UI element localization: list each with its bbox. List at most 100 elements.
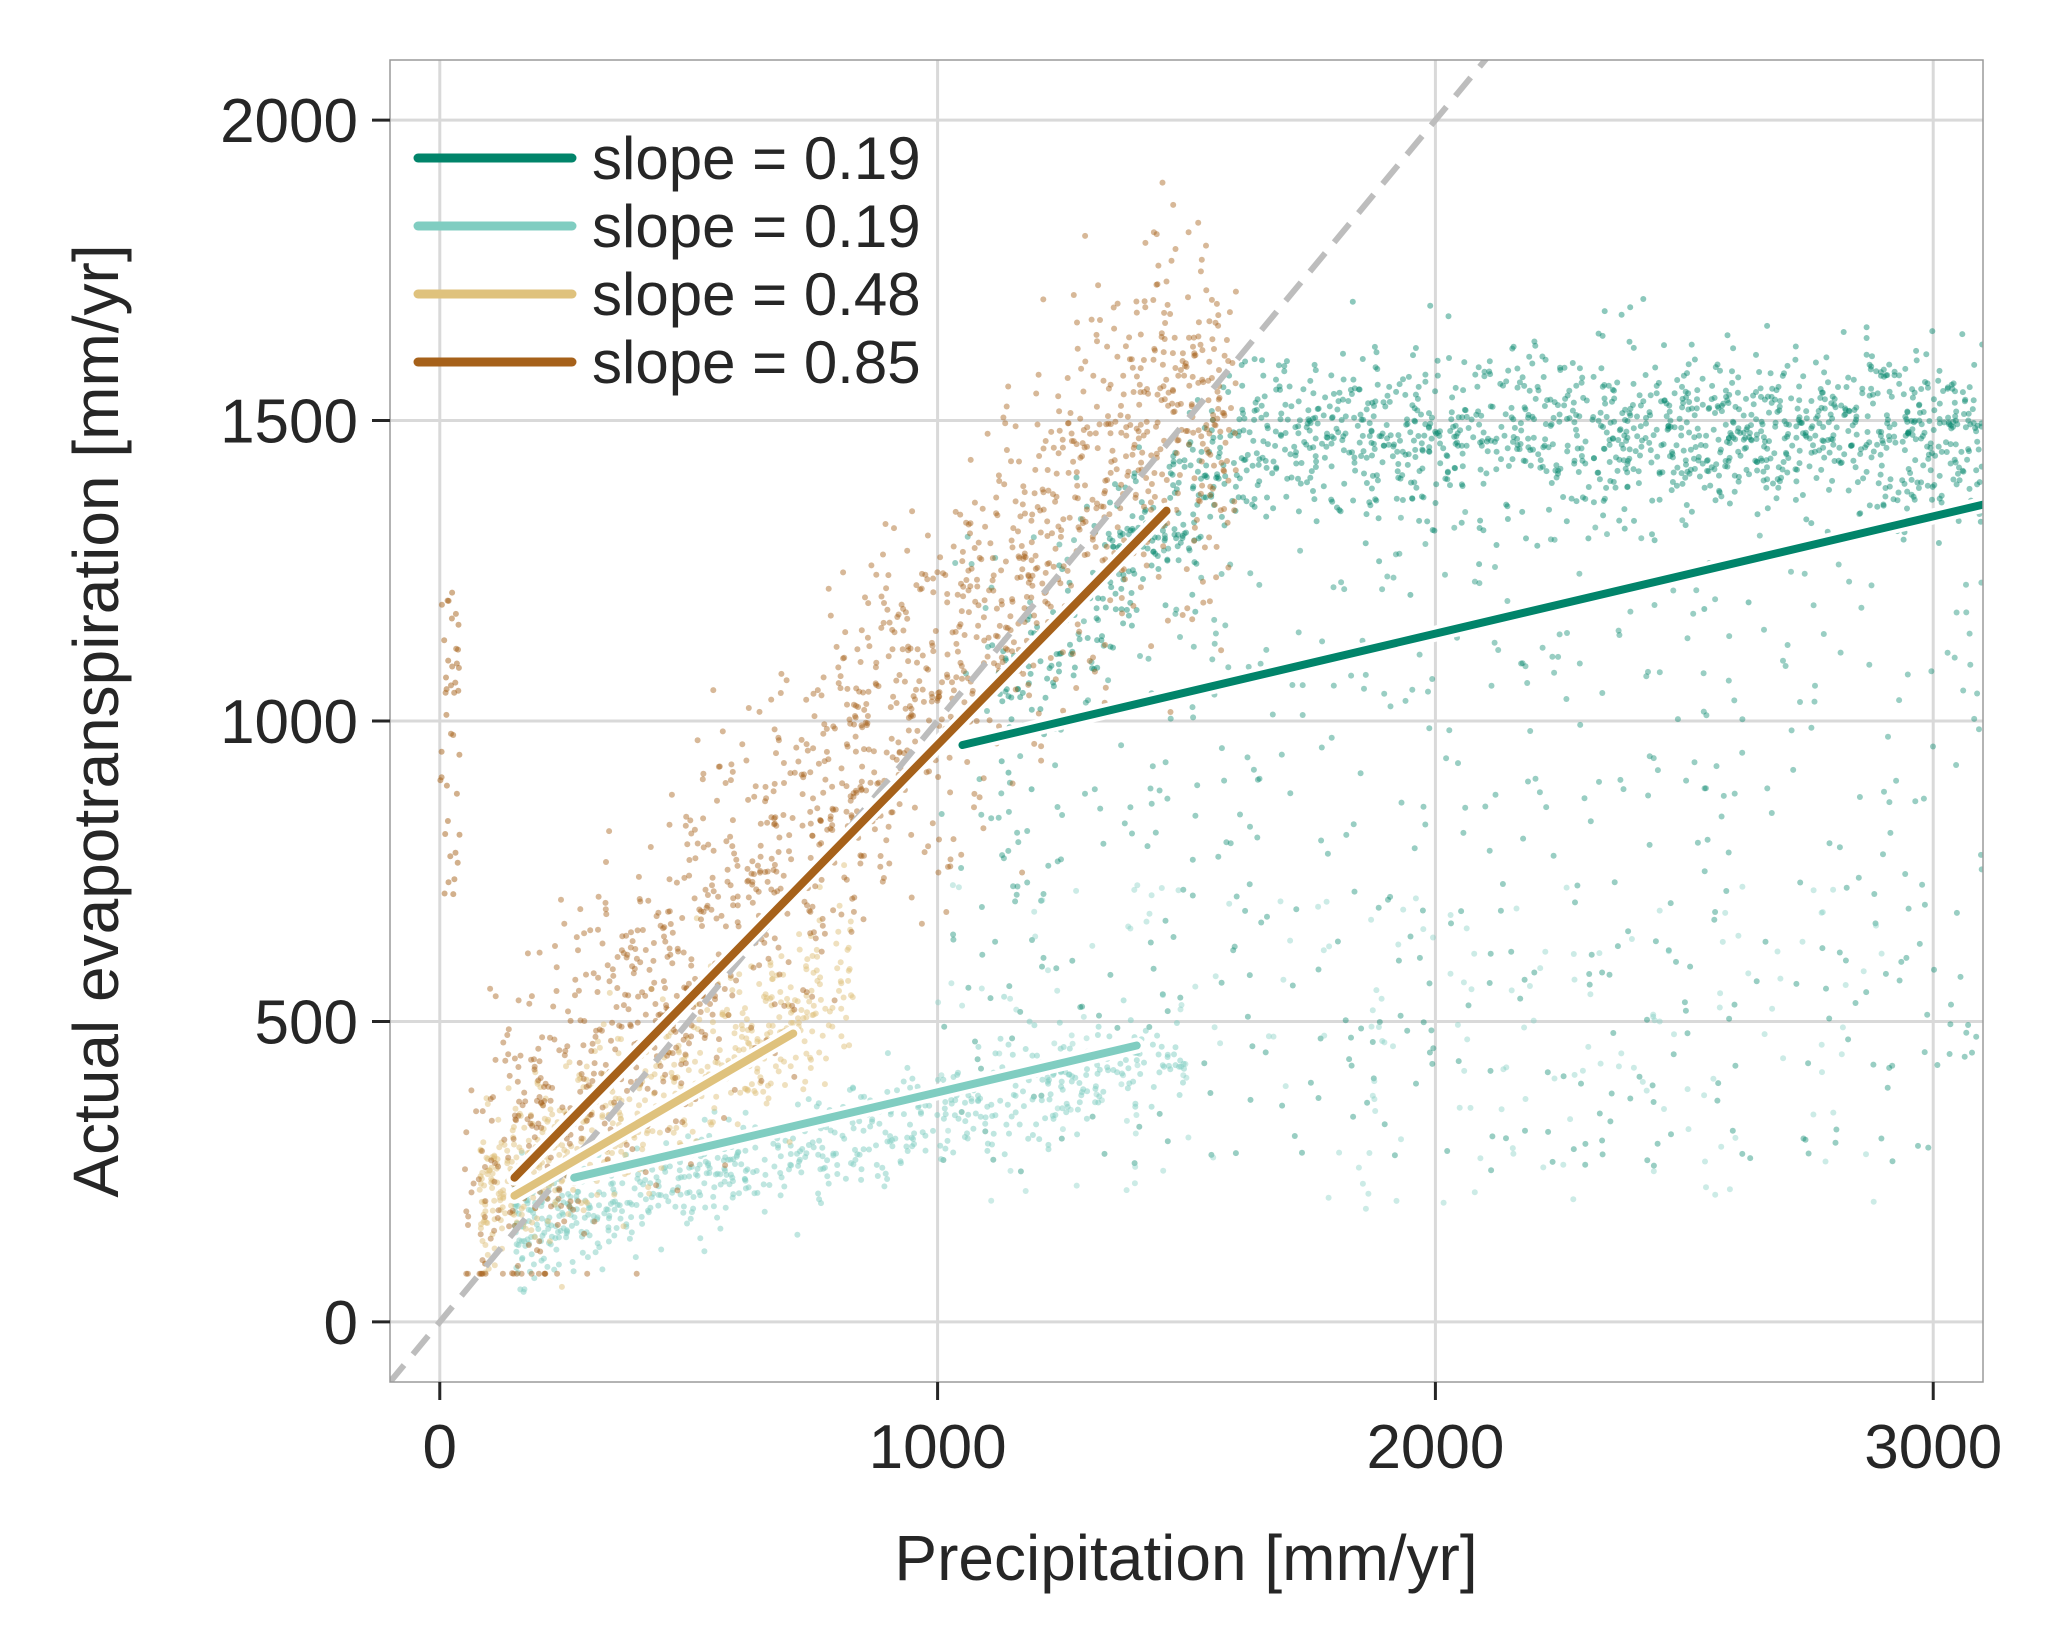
scatter-point bbox=[950, 543, 957, 550]
scatter-point bbox=[1134, 1062, 1141, 1069]
scatter-point bbox=[822, 776, 829, 783]
scatter-point bbox=[1801, 570, 1808, 577]
scatter-point bbox=[578, 1135, 585, 1142]
scatter-point bbox=[1172, 365, 1179, 371]
scatter-point bbox=[1776, 403, 1783, 410]
scatter-point bbox=[710, 888, 717, 895]
scatter-point bbox=[1452, 440, 1459, 447]
scatter-point bbox=[1716, 487, 1723, 494]
scatter-point bbox=[1118, 595, 1125, 601]
scatter-point bbox=[1583, 397, 1590, 404]
scatter-point bbox=[672, 1203, 679, 1210]
scatter-point bbox=[1679, 383, 1685, 390]
scatter-point bbox=[1571, 976, 1578, 983]
scatter-point bbox=[1007, 613, 1014, 620]
scatter-point bbox=[1300, 386, 1307, 393]
scatter-point bbox=[1429, 527, 1436, 533]
scatter-point bbox=[1785, 431, 1792, 437]
scatter-point bbox=[1914, 479, 1921, 486]
scatter-point bbox=[1683, 502, 1690, 508]
scatter-point bbox=[592, 1249, 599, 1256]
scatter-point bbox=[1225, 389, 1232, 395]
scatter-point bbox=[1904, 409, 1911, 416]
scatter-point bbox=[756, 962, 763, 969]
scatter-point bbox=[1905, 905, 1912, 912]
scatter-point bbox=[555, 1195, 562, 1202]
scatter-point bbox=[1349, 449, 1355, 456]
scatter-point bbox=[1054, 987, 1061, 994]
scatter-point bbox=[1019, 689, 1026, 696]
scatter-point bbox=[1931, 966, 1937, 973]
scatter-point bbox=[934, 569, 941, 576]
scatter-point bbox=[1147, 499, 1154, 506]
scatter-point bbox=[1323, 434, 1330, 441]
scatter-point bbox=[1035, 371, 1042, 378]
scatter-point bbox=[1772, 423, 1779, 430]
scatter-point bbox=[1941, 419, 1948, 426]
scatter-point bbox=[1060, 516, 1067, 523]
scatter-point bbox=[1978, 463, 1983, 470]
scatter-point bbox=[1622, 406, 1629, 413]
scatter-point bbox=[1031, 908, 1038, 915]
scatter-point bbox=[1590, 373, 1597, 380]
scatter-point bbox=[1532, 395, 1539, 402]
scatter-point bbox=[1209, 336, 1216, 343]
scatter-point bbox=[689, 1128, 696, 1135]
scatter-point bbox=[1447, 482, 1453, 489]
scatter-point bbox=[820, 730, 827, 737]
scatter-point bbox=[1029, 1052, 1036, 1059]
scatter-point bbox=[984, 1147, 991, 1154]
scatter-point bbox=[887, 704, 894, 711]
scatter-point bbox=[1818, 1041, 1825, 1048]
scatter-point bbox=[1040, 954, 1047, 961]
scatter-point bbox=[1883, 412, 1890, 419]
scatter-point bbox=[1509, 1145, 1516, 1152]
scatter-point bbox=[1211, 616, 1218, 623]
scatter-point bbox=[633, 1270, 640, 1277]
scatter-point bbox=[688, 956, 695, 963]
scatter-point bbox=[1291, 443, 1298, 450]
scatter-point bbox=[1079, 1089, 1085, 1096]
scatter-point bbox=[1434, 430, 1441, 436]
scatter-point bbox=[1416, 954, 1423, 961]
scatter-point bbox=[1326, 403, 1333, 410]
scatter-point bbox=[468, 1087, 475, 1094]
scatter-point bbox=[1118, 585, 1125, 592]
scatter-point bbox=[494, 1215, 501, 1221]
scatter-point bbox=[1756, 532, 1763, 539]
scatter-point bbox=[766, 1182, 773, 1188]
scatter-point bbox=[696, 906, 703, 913]
scatter-point bbox=[1839, 1024, 1846, 1031]
scatter-point bbox=[1586, 971, 1593, 977]
scatter-point bbox=[1894, 497, 1901, 504]
scatter-point bbox=[1089, 665, 1096, 672]
scatter-point bbox=[1283, 358, 1290, 365]
scatter-point bbox=[1892, 439, 1899, 446]
scatter-point bbox=[1464, 1036, 1471, 1043]
scatter-point bbox=[1181, 457, 1188, 464]
scatter-point bbox=[1757, 385, 1764, 392]
scatter-point bbox=[795, 1162, 802, 1169]
scatter-point bbox=[1756, 369, 1763, 375]
scatter-point bbox=[775, 1142, 782, 1149]
scatter-point bbox=[1891, 368, 1898, 375]
scatter-point bbox=[1384, 392, 1391, 399]
scatter-point bbox=[1003, 403, 1010, 410]
scatter-point bbox=[519, 1256, 525, 1263]
scatter-point bbox=[1781, 418, 1788, 425]
scatter-point bbox=[1671, 424, 1678, 431]
scatter-point bbox=[1976, 479, 1983, 486]
scatter-point bbox=[952, 560, 959, 566]
scatter-point bbox=[1143, 418, 1150, 425]
scatter-point bbox=[710, 1028, 717, 1035]
scatter-point bbox=[1517, 441, 1524, 447]
scatter-point bbox=[1886, 433, 1892, 440]
scatter-point bbox=[1870, 400, 1876, 407]
scatter-point bbox=[1386, 383, 1393, 390]
scatter-point bbox=[860, 1146, 867, 1153]
scatter-point bbox=[561, 1218, 568, 1225]
scatter-point bbox=[1979, 341, 1983, 348]
scatter-point bbox=[1168, 257, 1175, 264]
scatter-point bbox=[1225, 564, 1232, 571]
scatter-point bbox=[1289, 982, 1296, 989]
